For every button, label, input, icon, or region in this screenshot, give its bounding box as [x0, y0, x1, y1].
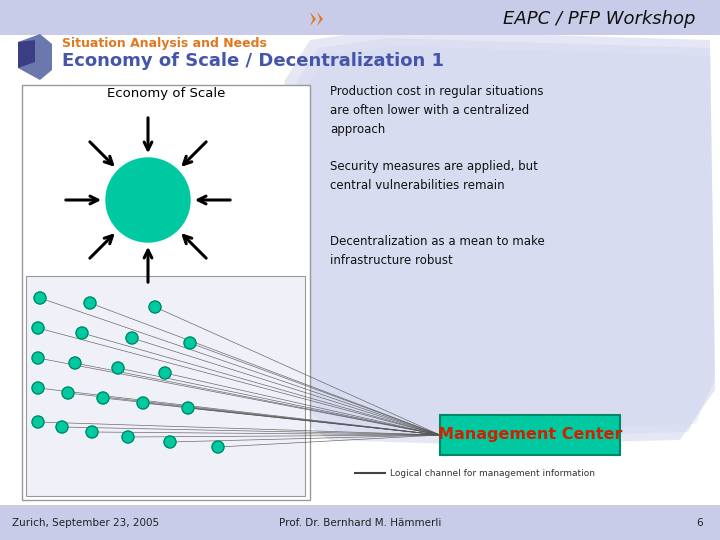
Circle shape [32, 352, 44, 364]
Circle shape [69, 357, 81, 369]
Circle shape [32, 416, 44, 428]
Circle shape [56, 421, 68, 433]
Text: EAPC / PFP Workshop: EAPC / PFP Workshop [503, 10, 695, 28]
Polygon shape [18, 40, 35, 68]
Text: Decentralization as a mean to make
infrastructure robust: Decentralization as a mean to make infra… [330, 235, 545, 267]
Polygon shape [310, 12, 316, 26]
Text: Security measures are applied, but
central vulnerabilities remain: Security measures are applied, but centr… [330, 160, 538, 192]
Circle shape [212, 441, 224, 453]
Text: Management Center: Management Center [438, 428, 622, 442]
Circle shape [32, 382, 44, 394]
FancyBboxPatch shape [22, 85, 310, 500]
Circle shape [34, 292, 46, 304]
Text: Logical channel for management information: Logical channel for management informati… [390, 469, 595, 477]
Circle shape [137, 397, 149, 409]
Circle shape [112, 362, 124, 374]
FancyBboxPatch shape [0, 505, 720, 540]
FancyBboxPatch shape [0, 35, 720, 505]
FancyBboxPatch shape [440, 415, 620, 455]
Polygon shape [273, 38, 715, 437]
Circle shape [106, 158, 190, 242]
Circle shape [32, 322, 44, 334]
Circle shape [159, 367, 171, 379]
Text: Zurich, September 23, 2005: Zurich, September 23, 2005 [12, 518, 159, 528]
Circle shape [62, 387, 74, 399]
Polygon shape [317, 12, 323, 26]
Text: Situation Analysis and Needs: Situation Analysis and Needs [62, 37, 267, 51]
Polygon shape [281, 46, 715, 429]
Circle shape [126, 332, 138, 344]
Text: Economy of Scale: Economy of Scale [107, 86, 225, 99]
Circle shape [164, 436, 176, 448]
Circle shape [76, 327, 88, 339]
Text: Economy of Scale / Decentralization 1: Economy of Scale / Decentralization 1 [62, 52, 444, 70]
Text: 6: 6 [697, 518, 703, 528]
Circle shape [149, 301, 161, 313]
Circle shape [97, 392, 109, 404]
Polygon shape [18, 34, 52, 80]
Circle shape [184, 337, 196, 349]
Circle shape [84, 297, 96, 309]
Text: Production cost in regular situations
are often lower with a centralized
approac: Production cost in regular situations ar… [330, 85, 544, 136]
Text: Prof. Dr. Bernhard M. Hämmerli: Prof. Dr. Bernhard M. Hämmerli [279, 518, 441, 528]
Polygon shape [265, 30, 715, 445]
Circle shape [86, 426, 98, 438]
FancyBboxPatch shape [26, 276, 305, 496]
Circle shape [182, 402, 194, 414]
Circle shape [122, 431, 134, 443]
FancyBboxPatch shape [0, 0, 720, 35]
